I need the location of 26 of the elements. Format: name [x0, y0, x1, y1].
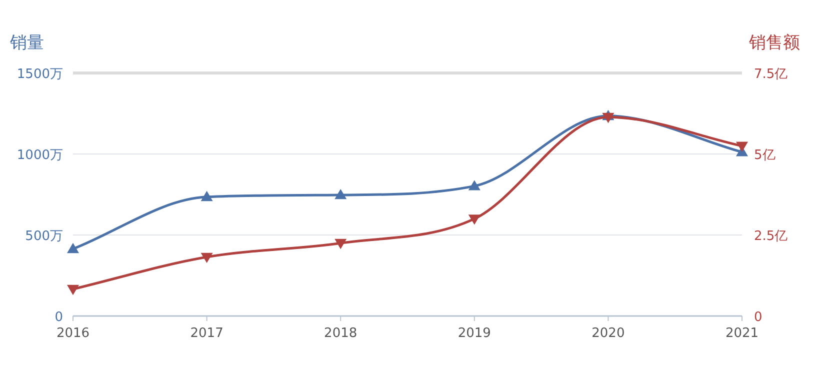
x-tick-label: 2019: [458, 326, 491, 341]
point: [67, 284, 79, 296]
point: [67, 242, 79, 254]
point: [334, 188, 347, 200]
point: [200, 252, 213, 264]
x-tick-label: 2017: [190, 326, 224, 341]
y2-tick-label: 5亿: [754, 148, 776, 163]
y-axis-title: 销量: [9, 33, 44, 53]
y-tick-label: 500万: [25, 229, 63, 244]
y2-tick-label: 2.5亿: [754, 229, 788, 244]
point: [200, 190, 213, 202]
y2-axis-title: 销售额: [748, 33, 800, 53]
y2-tick-label: 0: [754, 310, 762, 325]
y-tick-label: 1000万: [16, 148, 63, 163]
point: [736, 142, 748, 152]
y-tick-label: 1500万: [16, 67, 63, 82]
y2-tick-label: 7.5亿: [754, 67, 788, 82]
point: [602, 112, 614, 124]
point: [468, 180, 480, 190]
x-tick-label: 2016: [56, 326, 90, 341]
point: [334, 238, 347, 250]
y-tick-label: 0: [54, 310, 63, 325]
point: [468, 214, 480, 225]
x-tick-label: 2021: [725, 326, 759, 341]
x-tick-label: 2020: [592, 326, 625, 341]
x-tick-label: 2018: [324, 326, 358, 341]
